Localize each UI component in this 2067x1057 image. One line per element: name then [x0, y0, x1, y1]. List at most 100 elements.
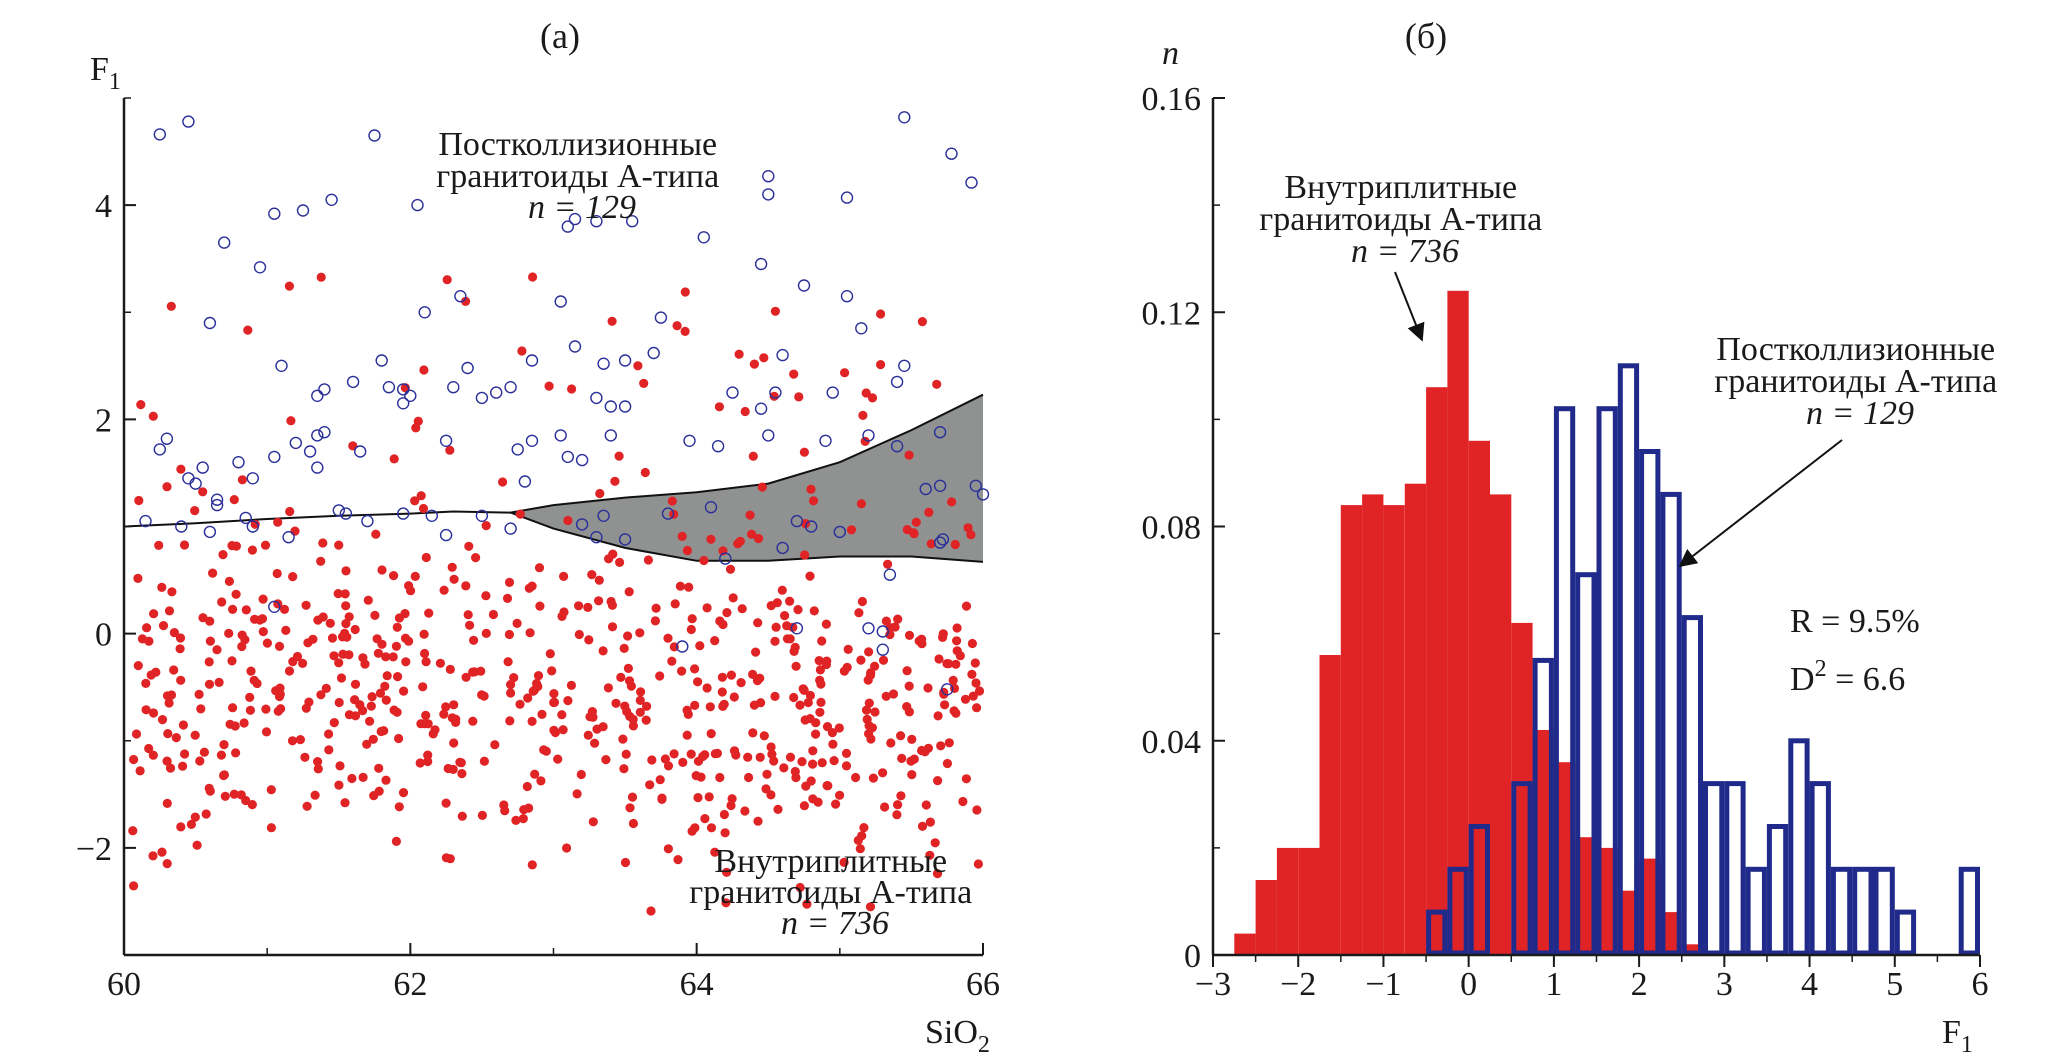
intraplate-point: [324, 745, 334, 755]
intraplate-point: [266, 823, 276, 833]
intraplate-point: [643, 555, 654, 565]
panel-a-xlabel-main: SiO: [925, 1014, 978, 1051]
intraplate-point: [777, 585, 787, 595]
intraplate-point: [762, 769, 772, 779]
postcollisional-point: [604, 429, 617, 442]
intraplate-point: [302, 801, 312, 811]
intraplate-bar: [1383, 505, 1405, 955]
intraplate-point: [394, 733, 404, 744]
intraplate-point: [272, 568, 282, 579]
x-tick-label: 64: [680, 966, 714, 1003]
intraplate-point: [868, 773, 879, 783]
intraplate-point: [530, 769, 540, 779]
intraplate-point: [747, 529, 757, 539]
intraplate-point: [457, 769, 467, 779]
intraplate-point: [684, 582, 694, 592]
intraplate-point: [698, 751, 708, 762]
intraplate-point: [488, 609, 498, 620]
intraplate-bar: [1511, 622, 1533, 955]
y-tick-label: 0.08: [1142, 510, 1202, 547]
intraplate-point: [799, 685, 809, 696]
intraplate-point: [710, 749, 720, 759]
intraplate-point: [669, 749, 679, 759]
intraplate-point: [715, 772, 725, 783]
intraplate-point: [942, 758, 953, 769]
intraplate-point: [870, 661, 880, 671]
y-tick-label: 0.16: [1142, 81, 1202, 118]
intraplate-point: [536, 776, 546, 786]
intraplate-point: [635, 707, 645, 717]
intraplate-point: [587, 570, 597, 580]
panel-b-d2-stat: D2 = 6.6: [1790, 656, 1905, 698]
intraplate-point: [753, 533, 764, 544]
intraplate-point: [791, 772, 801, 783]
postcollisional-point: [461, 361, 474, 375]
intraplate-point: [896, 791, 906, 801]
intraplate-point: [186, 819, 196, 830]
postcollisional-point: [933, 479, 947, 492]
intraplate-point: [793, 605, 803, 615]
intraplate-point: [205, 636, 215, 646]
postcollisional-point: [797, 279, 811, 292]
intraplate-point: [318, 538, 328, 548]
intraplate-point: [134, 495, 144, 506]
intraplate-point: [370, 610, 380, 621]
intraplate-point: [245, 692, 255, 703]
panel-a-postcoll-label: Постколлизионные гранитоиды А-типа n = 1…: [436, 126, 727, 226]
intraplate-point: [785, 752, 796, 762]
intraplate-point: [951, 659, 961, 669]
panel-b-intraplate-arrow: [1394, 271, 1425, 342]
intraplate-point: [329, 718, 339, 728]
intraplate-point: [667, 656, 677, 666]
panel-a-postcoll-line1: Постколлизионные: [438, 126, 717, 163]
x-tick-label: −2: [1280, 966, 1316, 1003]
x-tick-label: 60: [107, 966, 141, 1003]
intraplate-point: [515, 509, 525, 519]
intraplate-point: [128, 826, 138, 836]
postcollisional-point: [490, 386, 503, 399]
panel-b: (б) −3 −2 −1 0 1 2 3 4 5 6 00.040.080.120.16 n F1…: [1142, 16, 1998, 1057]
intraplate-point: [504, 577, 515, 588]
intraplate-point: [930, 838, 940, 848]
postcollisional-point: [876, 643, 889, 656]
intraplate-point: [667, 496, 677, 506]
intraplate-point: [960, 694, 971, 704]
intraplate-point: [620, 701, 630, 711]
intraplate-point: [247, 545, 257, 555]
y-tick-label: 0.04: [1142, 724, 1202, 761]
panel-a-intraplate-label: Внутриплитные гранитоиды А-типа n = 736: [689, 843, 980, 942]
intraplate-point: [490, 740, 500, 750]
intraplate-point: [287, 736, 298, 746]
intraplate-point: [148, 750, 158, 760]
intraplate-point: [479, 756, 489, 766]
postcollisional-point: [862, 622, 875, 635]
postcollisional-bar: [1617, 363, 1640, 956]
intraplate-point: [757, 482, 767, 492]
intraplate-point: [933, 711, 943, 721]
intraplate-point: [527, 716, 537, 727]
postcollisional-point: [554, 295, 567, 308]
intraplate-point: [367, 692, 377, 702]
intraplate-point: [144, 743, 154, 754]
panel-b-r-stat: R = 9.5%: [1790, 603, 1920, 640]
intraplate-point: [313, 757, 323, 767]
intraplate-point: [904, 630, 915, 641]
intraplate-point: [219, 740, 229, 750]
intraplate-point: [623, 663, 634, 674]
intraplate-point: [897, 753, 907, 764]
intraplate-point: [142, 623, 152, 633]
intraplate-point: [180, 749, 190, 759]
intraplate-point: [175, 644, 185, 654]
intraplate-point: [729, 692, 739, 702]
postcollisional-point: [325, 193, 338, 207]
intraplate-point: [334, 697, 344, 708]
intraplate-point: [971, 678, 981, 688]
intraplate-point: [805, 571, 815, 581]
panel-a-x-ticks: 60 62 64 66: [107, 943, 1000, 1003]
postcollisional-point: [418, 306, 431, 319]
intraplate-point: [864, 647, 874, 657]
intraplate-point: [607, 622, 618, 632]
intraplate-point: [423, 750, 433, 760]
intraplate-point: [391, 836, 401, 847]
intraplate-point: [756, 698, 766, 708]
